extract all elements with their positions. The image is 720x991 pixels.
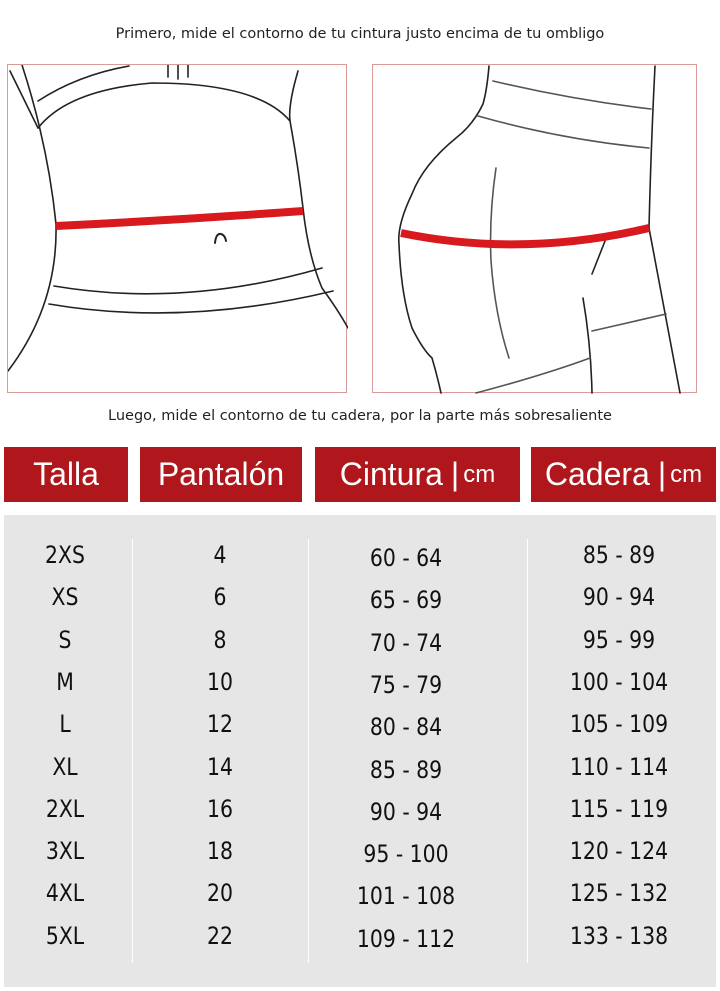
header-pantalon: Pantalón: [140, 447, 302, 502]
cell-cadera: 100 - 104: [569, 667, 669, 696]
cell-pantalon: 6: [213, 583, 227, 612]
cell-cintura: 80 - 84: [369, 713, 443, 742]
column-divider: [308, 539, 309, 963]
column-divider: [132, 539, 133, 963]
header-cadera: Cadera | cm: [531, 447, 716, 502]
cell-cintura: 101 - 108: [356, 882, 456, 911]
header-talla-label: Talla: [33, 456, 99, 492]
cell-cadera: 105 - 109: [569, 710, 669, 739]
cell-talla: 5XL: [45, 921, 85, 950]
cell-pantalon: 12: [207, 710, 233, 739]
cell-cintura: 90 - 94: [369, 797, 443, 826]
header-cadera-label: Cadera: [544, 456, 650, 492]
header-cadera-unit: cm: [670, 460, 703, 488]
cell-cintura: 60 - 64: [369, 544, 443, 572]
cell-cintura: 65 - 69: [369, 586, 443, 615]
header-cintura-label: Cintura: [339, 456, 443, 492]
hip-measure-band: [400, 224, 650, 249]
cell-talla: S: [58, 625, 72, 654]
hip-instruction: Luego, mide el contorno de tu cadera, po…: [108, 408, 612, 424]
cell-cintura: 75 - 79: [369, 670, 443, 699]
header-pantalon-label: Pantalón: [157, 456, 285, 492]
cell-talla: 4XL: [45, 879, 85, 908]
size-table: 2XS 4 60 - 64 85 - 89 XS 6 65 - 69 90 - 94 S 8 70 …: [4, 515, 716, 987]
cell-cadera: 115 - 119: [569, 794, 669, 823]
cell-talla: XS: [51, 583, 79, 612]
cell-cadera: 120 - 124: [569, 837, 669, 866]
waist-measure-band: [55, 207, 304, 230]
cell-cadera: 125 - 132: [569, 879, 669, 908]
cell-pantalon: 16: [207, 794, 233, 823]
cell-cadera: 133 - 138: [569, 921, 669, 950]
header-talla: Talla: [4, 447, 128, 502]
cell-cintura: 85 - 89: [369, 755, 443, 784]
cell-cadera: 110 - 114: [569, 752, 669, 781]
waist-illustration: [7, 64, 348, 393]
cell-pantalon: 20: [207, 879, 233, 908]
cell-cadera: 95 - 99: [582, 625, 656, 654]
cell-talla: 3XL: [45, 837, 85, 866]
cell-talla: M: [56, 667, 74, 696]
cell-talla: XL: [52, 752, 78, 781]
waist-instruction: Primero, mide el contorno de tu cintura …: [115, 26, 605, 42]
header-cintura-unit: cm: [463, 460, 496, 488]
cell-cintura: 95 - 100: [363, 840, 449, 869]
cell-cintura: 70 - 74: [369, 628, 443, 657]
cell-pantalon: 18: [207, 837, 233, 866]
cell-talla: L: [59, 710, 71, 739]
cell-pantalon: 22: [207, 921, 233, 950]
cell-pantalon: 4: [213, 541, 227, 569]
cell-talla: 2XL: [45, 794, 85, 823]
cell-pantalon: 8: [213, 625, 227, 654]
cell-pantalon: 14: [207, 752, 233, 781]
column-divider: [527, 539, 528, 963]
cell-talla: 2XS: [45, 541, 85, 569]
cell-pantalon: 10: [207, 667, 233, 696]
cell-cintura: 109 - 112: [356, 924, 456, 953]
cell-cadera: 85 - 89: [582, 541, 656, 569]
header-cintura: Cintura | cm: [315, 447, 520, 502]
hip-illustration: [372, 64, 697, 394]
cell-cadera: 90 - 94: [582, 583, 656, 612]
